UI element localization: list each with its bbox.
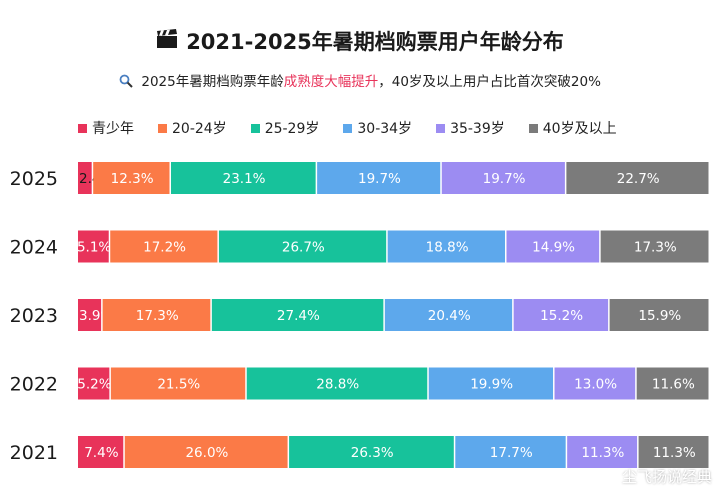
legend-swatch — [343, 123, 353, 133]
data-label-2025-4: 19.7% — [483, 171, 526, 187]
bar-segment-2021-2 — [289, 436, 454, 468]
bar-segment-2022-5 — [636, 367, 709, 400]
y-tick-label-2021: 2021 — [10, 442, 58, 464]
legend-label: 35-39岁 — [450, 121, 505, 137]
data-label-2022-1: 21.5% — [157, 377, 200, 393]
subtitle-suffix: ，40岁及以上用户占比首次突破20% — [378, 74, 601, 90]
legend-swatch — [158, 123, 167, 133]
bar-segment-2021-4 — [567, 436, 638, 468]
legend-label: 30-34岁 — [357, 121, 413, 137]
data-label-2024-5: 17.3% — [634, 240, 677, 256]
bar-segment-2021-0 — [78, 436, 124, 468]
bar-segment-2022-0 — [78, 367, 110, 400]
data-label-2023-1: 17.3% — [136, 308, 179, 324]
data-label-2024-0: 5.1% — [77, 240, 111, 256]
data-label-2025-2: 23.1% — [223, 171, 266, 187]
y-tick-label-2023: 2023 — [10, 305, 58, 327]
bar-segment-2023-5 — [609, 299, 709, 331]
data-label-2021-2: 26.3% — [351, 445, 394, 461]
data-label-2021-0: 7.4% — [84, 445, 118, 461]
subtitle-prefix: 2025年暑期档购票年龄 — [141, 74, 284, 90]
data-label-2021-3: 17.7% — [490, 445, 533, 461]
legend-swatch — [250, 123, 260, 133]
data-label-2025-1: 12.3% — [111, 171, 154, 187]
subtitle-highlight: 成熟度大幅提升 — [283, 74, 379, 90]
bar-segment-2023-2 — [211, 299, 384, 331]
legend-label: 20-24岁 — [172, 121, 227, 137]
bar-segment-2021-1 — [124, 436, 288, 468]
bar-segment-2025-4 — [441, 162, 565, 194]
bar-segment-2023-3 — [384, 299, 513, 331]
data-label-2021-5: 11.3% — [653, 445, 696, 461]
data-label-2023-4: 15.2% — [540, 308, 583, 324]
y-tick-label-2025: 2025 — [10, 168, 58, 190]
data-label-2024-3: 18.8% — [426, 240, 469, 256]
legend-item-2: 25-29岁 — [250, 118, 320, 138]
bar-segment-2024-2 — [218, 230, 387, 263]
bar-segment-2025-2 — [170, 162, 316, 194]
legend-label: 青少年 — [92, 121, 134, 137]
bar-segment-2022-4 — [554, 367, 636, 400]
bar-segment-2024-3 — [387, 230, 505, 263]
data-label-2022-4: 13.0% — [574, 377, 617, 393]
chart-title: 2021-2025年暑期档购票用户年龄分布 — [0, 26, 720, 56]
bar-segment-2021-3 — [455, 436, 566, 468]
legend-swatch — [78, 123, 87, 133]
legend-swatch — [436, 123, 446, 133]
bar-segment-2021-5 — [638, 436, 709, 468]
clapperboard-icon — [156, 29, 178, 54]
legend-item-3: 30-34岁 — [343, 118, 412, 138]
y-tick-label-2024: 2024 — [10, 237, 58, 259]
legend-item-5: 40岁及以上 — [528, 118, 617, 138]
bar-segment-2022-2 — [246, 367, 428, 400]
data-label-2025-3: 19.7% — [358, 171, 401, 187]
bar-segment-2022-1 — [110, 367, 246, 400]
data-label-2024-2: 26.7% — [282, 240, 325, 256]
data-label-2024-4: 14.9% — [532, 240, 575, 256]
bar-segment-2024-1 — [110, 230, 218, 263]
y-tick-label-2022: 2022 — [10, 374, 58, 396]
chart-title-text: 2021-2025年暑期档购票用户年龄分布 — [186, 30, 564, 54]
legend-item-4: 35-39岁 — [436, 118, 505, 138]
bar-segment-2024-4 — [506, 230, 600, 263]
legend-item-0: 青少年 — [78, 118, 134, 138]
data-label-2022-3: 19.9% — [470, 377, 513, 393]
legend-label: 40岁及以上 — [542, 121, 617, 137]
magnifier-icon — [119, 74, 141, 90]
legend-item-1: 20-24岁 — [158, 118, 227, 138]
legend-swatch — [528, 123, 538, 133]
bar-segment-2023-4 — [513, 299, 609, 331]
data-label-2023-5: 15.9% — [638, 308, 681, 324]
data-label-2022-0: 5.2% — [77, 377, 111, 393]
bar-segment-2025-0 — [78, 162, 92, 194]
data-label-2023-3: 20.4% — [428, 308, 471, 324]
data-label-2022-5: 11.6% — [652, 377, 695, 393]
data-label-2021-4: 11.3% — [581, 445, 624, 461]
bar-segment-2023-1 — [102, 299, 211, 331]
bar-segment-2024-5 — [600, 230, 709, 263]
legend: 青少年 20-24岁 25-29岁 30-34岁 35-39岁 40岁及以上 — [78, 118, 641, 138]
watermark: 尘飞扬说经典 — [621, 468, 712, 486]
bar-segment-2022-3 — [428, 367, 554, 400]
bar-segment-2024-0 — [78, 230, 109, 263]
data-label-2023-2: 27.4% — [277, 308, 320, 324]
data-label-2025-5: 22.7% — [617, 171, 660, 187]
bar-segment-2025-5 — [566, 162, 709, 194]
legend-label: 25-29岁 — [264, 121, 320, 137]
bar-segment-2025-1 — [93, 162, 170, 194]
chart-subtitle: 2025年暑期档购票年龄成熟度大幅提升，40岁及以上用户占比首次突破20% — [0, 70, 720, 90]
bar-segment-2025-3 — [317, 162, 441, 194]
bar-segment-2023-0 — [78, 299, 102, 331]
data-label-2021-1: 26.0% — [185, 445, 228, 461]
data-label-2024-1: 17.2% — [143, 240, 186, 256]
data-label-2022-2: 28.8% — [316, 377, 359, 393]
